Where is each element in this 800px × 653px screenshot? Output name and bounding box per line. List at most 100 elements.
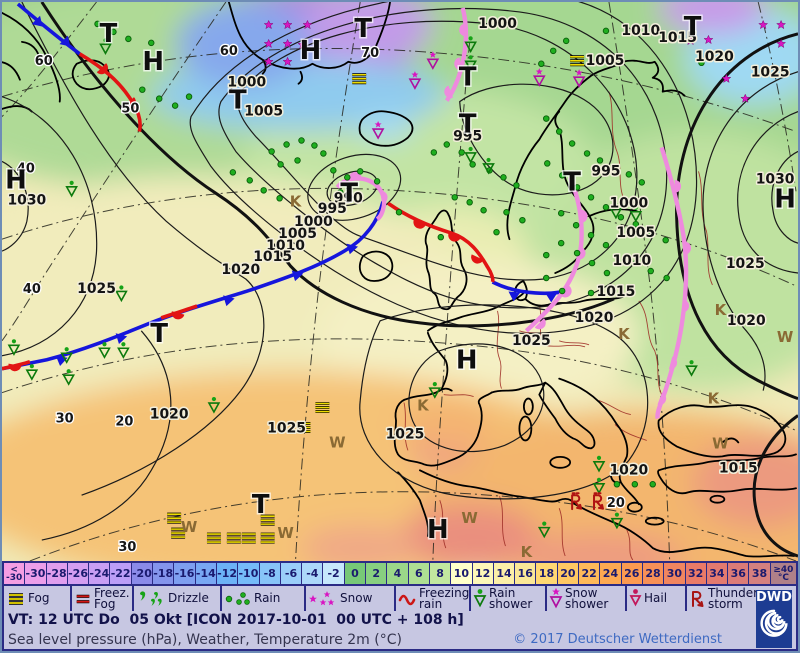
pressure-label: 1015 — [597, 284, 636, 300]
map-symbol-rain — [638, 179, 646, 186]
graticule-label: 60 — [35, 54, 53, 69]
pressure-label: 1020 — [695, 49, 734, 65]
weather-symbol-legend: Fog Freez. Fog Drizzle Rain Snow Freezing rai… — [4, 586, 796, 611]
weather-map: 990 995 1000 1005 1010 1015 1020 1025 1030 1000 10… — [2, 2, 798, 561]
low-center-label: T — [229, 86, 247, 116]
snow-shower-icon — [549, 588, 563, 609]
map-symbol-rain — [663, 274, 670, 282]
pressure-label: 1010 — [266, 238, 305, 254]
high-center-label: H — [300, 36, 322, 66]
airmass-label: K — [290, 192, 303, 210]
pressure-label: 1020 — [727, 313, 766, 329]
temp-cell: -14 — [195, 563, 217, 584]
map-symbol-rain — [260, 187, 267, 194]
map-symbol-rain — [155, 95, 163, 102]
map-symbol-rain — [543, 251, 550, 259]
map-symbol-rain — [568, 140, 576, 147]
map-symbol-rain — [558, 287, 566, 295]
high-center-label: H — [456, 346, 478, 376]
low-center-label: T — [459, 63, 477, 93]
copyright: © 2017 Deutscher Wetterdienst — [513, 632, 722, 647]
legend-item-rain-shower: Rain shower — [471, 586, 547, 611]
temp-cell: < -30 — [4, 563, 26, 584]
map-symbol-rain — [294, 157, 301, 164]
map-symbol-rain — [538, 60, 545, 68]
pressure-label: 1015 — [658, 30, 697, 46]
temp-cell: -12 — [216, 563, 239, 584]
coastlines — [2, 2, 797, 558]
temp-cell: ≥40 °C — [770, 563, 797, 584]
map-symbol-rain — [549, 47, 557, 55]
rain-icon — [225, 591, 250, 605]
pressure-label: 1000 — [478, 16, 517, 32]
map-symbol-rain — [430, 149, 438, 156]
temp-cell: -20 — [131, 563, 154, 584]
temp-cell: -18 — [153, 563, 175, 584]
temp-cell: 26 — [621, 563, 643, 584]
temp-cell: 6 — [408, 563, 430, 584]
temp-cell: -28 — [46, 563, 68, 584]
airmass-label: K — [417, 397, 430, 415]
temp-cell: -4 — [302, 563, 324, 584]
legend-item-hail: Hail — [627, 586, 687, 611]
temp-cell: 20 — [557, 563, 580, 584]
low-center-label: T — [459, 110, 477, 140]
map-symbol-rain — [298, 137, 305, 144]
graticule-label: 40 — [17, 161, 35, 176]
map-symbol-rain — [625, 171, 633, 178]
dwd-spiral-icon — [760, 609, 788, 637]
pressure-label: 1005 — [278, 226, 317, 242]
temperature-scale: < -30 -30 -28 -26 -24 -22 -20 -18 -16 -14 -12 -10 -8-… — [4, 563, 797, 586]
map-symbol-rain — [246, 177, 253, 184]
map-symbol-rain — [573, 249, 581, 257]
pressure-label: 1005 — [244, 104, 283, 120]
temp-cell: 36 — [728, 563, 750, 584]
temp-cell: 34 — [706, 563, 729, 584]
map-symbol-rain — [647, 267, 654, 275]
pressure-label: 1020 — [150, 407, 189, 423]
airmass-label: K — [521, 543, 534, 561]
hail-icon — [629, 589, 642, 607]
map-symbol-rain — [602, 204, 610, 211]
temp-cell: 32 — [685, 563, 707, 584]
map-symbol-rain — [603, 269, 611, 277]
map-symbol-rain — [185, 93, 193, 100]
temp-cell: 28 — [642, 563, 665, 584]
map-symbol-rain — [148, 39, 155, 47]
map-symbol-rain — [283, 141, 290, 148]
map-overlay-labels: 9909951000100510101015102010251030100010… — [4, 10, 798, 561]
map-symbol-rain — [356, 168, 364, 175]
thunderstorm-icon — [692, 591, 704, 607]
airmass-label: W — [277, 524, 293, 542]
pressure-label: 1025 — [751, 65, 790, 81]
pressure-label: 1025 — [386, 426, 425, 442]
map-symbol-rain — [602, 241, 610, 249]
weather-fronts — [2, 2, 692, 420]
temp-cell: 0 — [344, 563, 367, 584]
map-symbol-rain — [602, 27, 610, 35]
map-symbol-fog — [568, 55, 586, 67]
low-center-label: T — [563, 167, 581, 197]
map-symbol-rain — [276, 195, 283, 202]
temp-cell: 22 — [579, 563, 601, 584]
pressure-label: 1015 — [253, 249, 292, 265]
pressure-label: 990 — [334, 190, 363, 206]
map-symbol-rain — [320, 150, 327, 157]
map-symbol-rain — [587, 289, 595, 297]
graticule-label: 30 — [56, 411, 74, 426]
high-center-label: H — [427, 515, 449, 545]
freezing-fog-icon — [76, 594, 90, 603]
pressure-label: 995 — [318, 201, 347, 217]
map-symbol-rain — [513, 182, 520, 189]
pressure-label: 1025 — [267, 420, 306, 436]
map-symbol-rain — [125, 35, 132, 43]
temp-cell: -10 — [238, 563, 260, 584]
temp-cell: 2 — [366, 563, 388, 584]
legend-item-thunderstorm: Thunder storm — [687, 586, 760, 611]
map-symbol-rain — [451, 194, 458, 201]
graticule-label: 20 — [115, 414, 133, 429]
map-symbol-fog — [259, 532, 277, 544]
pressure-label: 1025 — [77, 281, 116, 297]
low-center-label: T — [684, 12, 702, 42]
